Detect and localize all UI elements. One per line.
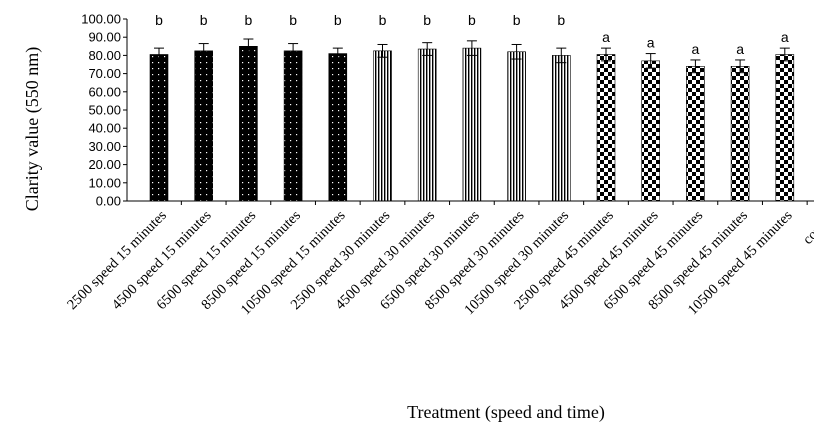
y-tick-label: 60.00: [88, 84, 121, 99]
bar: [283, 50, 303, 202]
y-tick-label: 10.00: [88, 175, 121, 190]
significance-labels: bbbbbbbbbbaaaaac: [155, 12, 789, 57]
bar: [373, 50, 392, 202]
y-tick-label: 0.00: [96, 194, 121, 209]
bar: [507, 51, 526, 202]
y-tick-label: 20.00: [88, 157, 121, 172]
significance-label: a: [781, 29, 789, 45]
significance-label: b: [557, 12, 565, 28]
bars: [149, 45, 795, 202]
y-tick-label: 100.00: [81, 12, 121, 27]
bar: [328, 53, 348, 202]
y-tick-label: 30.00: [88, 139, 121, 154]
bar: [730, 66, 750, 202]
y-tick-label: 70.00: [88, 66, 121, 81]
axes: [123, 18, 814, 205]
significance-label: b: [468, 12, 476, 28]
bar: [551, 55, 571, 202]
bar: [596, 54, 616, 202]
bar: [686, 66, 705, 202]
x-tick-label: control: [800, 208, 814, 248]
significance-label: a: [602, 29, 610, 45]
error-bars: [154, 38, 790, 74]
y-tick-label: 90.00: [88, 30, 121, 45]
bar: [239, 45, 258, 202]
significance-label: b: [423, 12, 431, 28]
y-tick-label: 40.00: [88, 121, 121, 136]
bar: [775, 54, 795, 202]
bar: [149, 54, 169, 202]
y-tick-label: 80.00: [88, 48, 121, 63]
bar: [194, 50, 213, 202]
significance-label: a: [647, 35, 655, 51]
y-axis-title: Clarity value (550 nm): [22, 47, 43, 211]
bar: [641, 60, 661, 202]
y-tick-label: 50.00: [88, 103, 121, 118]
significance-label: b: [513, 12, 521, 28]
significance-label: b: [245, 12, 253, 28]
significance-label: b: [155, 12, 163, 28]
significance-label: a: [736, 41, 744, 57]
significance-label: b: [289, 12, 297, 28]
x-axis-title: Treatment (speed and time): [407, 402, 605, 423]
significance-label: b: [379, 12, 387, 28]
bar: [462, 47, 482, 202]
y-axis-tick-labels: 0.00 10.00 20.00 30.00 40.00 50.00 60.00 70.00 8…: [81, 12, 121, 209]
significance-label: a: [692, 41, 700, 57]
bar: [417, 48, 437, 202]
significance-label: b: [334, 12, 342, 28]
significance-label: b: [200, 12, 208, 28]
